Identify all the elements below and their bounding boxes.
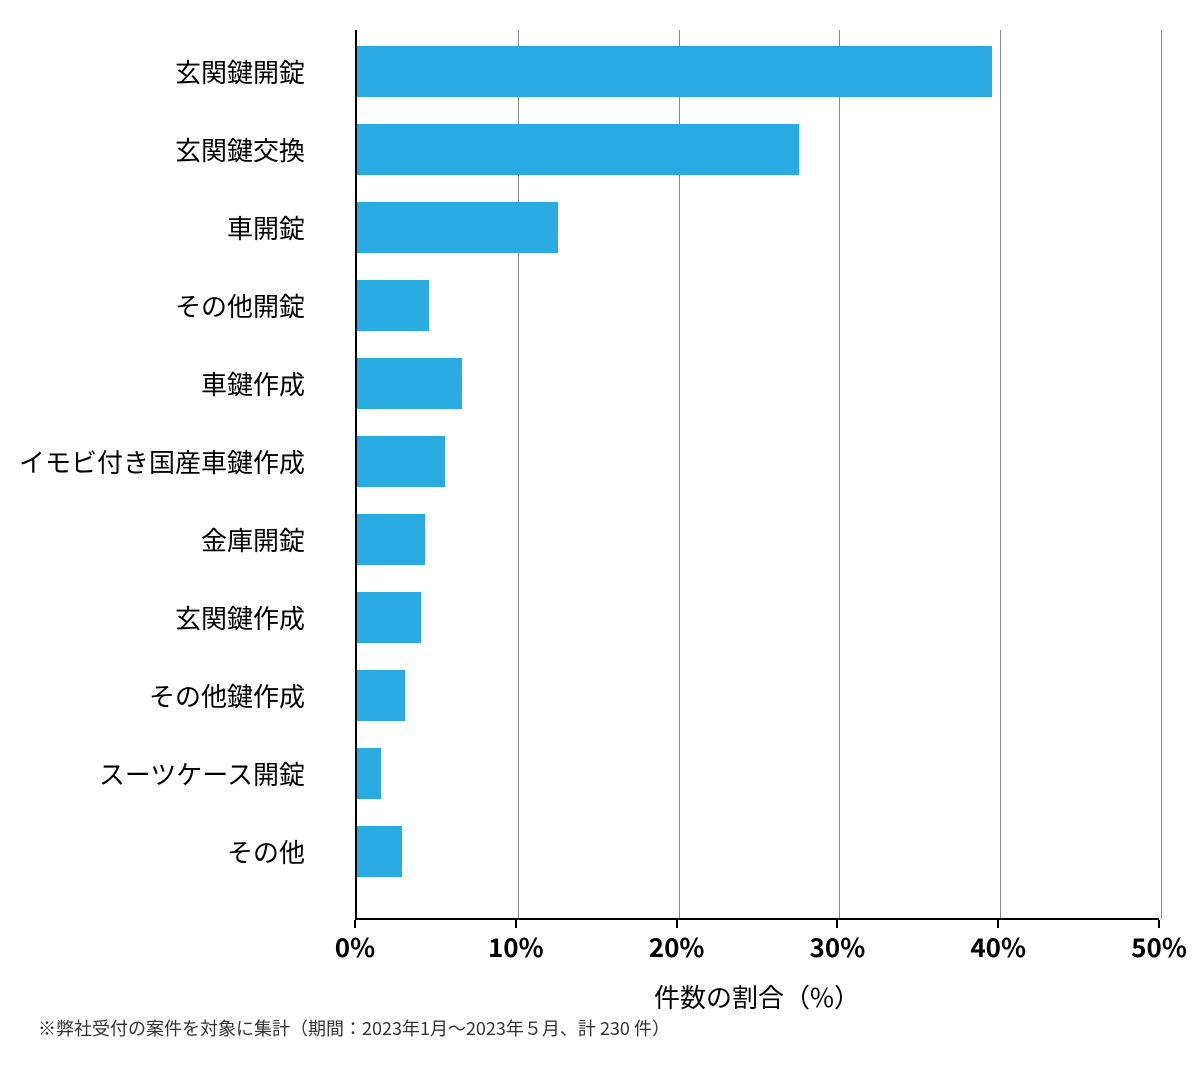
y-axis-label: その他開錠 xyxy=(0,280,305,331)
footnote-text: ※弊社受付の案件を対象に集計（期間：2023年1月～2023年５月、計 230 … xyxy=(38,1015,670,1041)
y-axis-label: 車開錠 xyxy=(0,202,305,253)
y-axis-label: 玄関鍵交換 xyxy=(0,124,305,175)
bar xyxy=(357,514,425,565)
gridline xyxy=(839,30,840,918)
x-tick-mark xyxy=(354,920,356,928)
bar xyxy=(357,670,405,721)
gridline xyxy=(1000,30,1001,918)
y-axis-label: スーツケース開錠 xyxy=(0,748,305,799)
bar xyxy=(357,592,421,643)
x-tick-mark xyxy=(676,920,678,928)
y-axis-label: 玄関鍵開錠 xyxy=(0,46,305,97)
y-axis-label: 車鍵作成 xyxy=(0,358,305,409)
y-axis-label: 金庫開錠 xyxy=(0,514,305,565)
gridline xyxy=(1161,30,1162,918)
bar xyxy=(357,358,462,409)
y-axis-label: その他鍵作成 xyxy=(0,670,305,721)
y-axis-label: イモビ付き国産車鍵作成 xyxy=(0,436,305,487)
x-tick-label: 20% xyxy=(649,928,705,965)
y-axis-label: 玄関鍵作成 xyxy=(0,592,305,643)
x-tick-mark xyxy=(836,920,838,928)
x-tick-label: 0% xyxy=(335,928,375,965)
x-tick-label: 50% xyxy=(1131,928,1187,965)
bar xyxy=(357,46,992,97)
bar xyxy=(357,280,429,331)
x-axis-title: 件数の割合（%） xyxy=(355,978,1159,1015)
x-tick-label: 30% xyxy=(810,928,866,965)
bar xyxy=(357,748,381,799)
bar xyxy=(357,202,558,253)
x-tick-mark xyxy=(515,920,517,928)
x-tick-label: 40% xyxy=(970,928,1026,965)
bar xyxy=(357,826,402,877)
y-axis-label: その他 xyxy=(0,826,305,877)
x-tick-mark xyxy=(1158,920,1160,928)
plot-area xyxy=(355,30,1159,920)
chart-container: 件数の割合（%） 玄関鍵開錠玄関鍵交換車開錠その他開錠車鍵作成イモビ付き国産車鍵… xyxy=(20,30,1180,1040)
x-tick-label: 10% xyxy=(488,928,544,965)
bar xyxy=(357,436,445,487)
x-tick-mark xyxy=(997,920,999,928)
bar xyxy=(357,124,799,175)
